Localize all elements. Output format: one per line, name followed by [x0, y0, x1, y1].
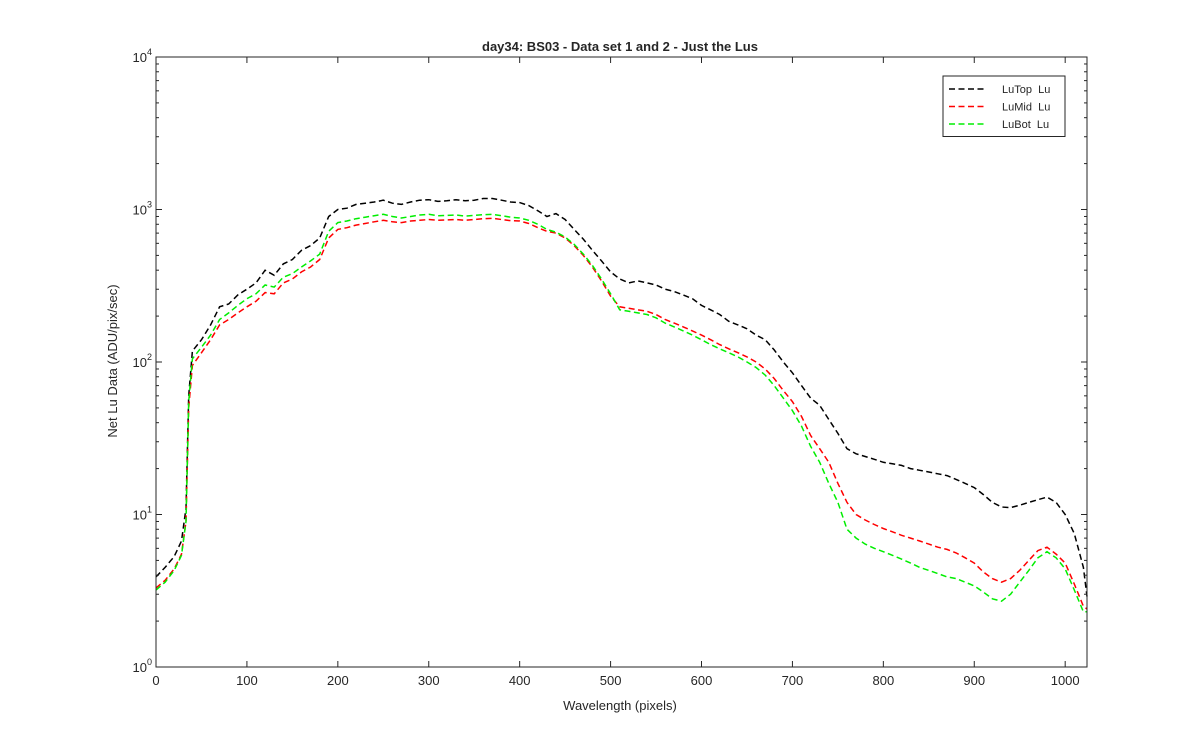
legend: LuTop Lu LuMid Lu LuBot Lu [942, 75, 1066, 137]
series-line-3 [155, 213, 1087, 613]
y-tick-label: 101 [133, 505, 152, 523]
legend-label-2: LuMid Lu [1002, 102, 1050, 114]
x-axis-label: Wavelength (pixels) [563, 698, 677, 713]
series-line-1 [155, 197, 1088, 597]
x-tick-label: 500 [600, 673, 622, 688]
x-tick-label: 0 [152, 673, 159, 688]
legend-label-1: LuTop Lu [1002, 84, 1050, 96]
x-tick-label: 600 [691, 673, 713, 688]
y-tick-label: 103 [133, 200, 152, 218]
x-tick-label: 900 [963, 673, 985, 688]
chart-title: day34: BS03 - Data set 1 and 2 - Just th… [482, 39, 758, 54]
y-tick-label: 100 [133, 657, 152, 675]
x-tick-label: 100 [236, 673, 258, 688]
y-axis-label: Net Lu Data (ADU/pix/sec) [105, 284, 120, 437]
y-tick-label: 102 [133, 352, 152, 370]
plot-lines [155, 197, 1088, 613]
axes: 0 100 200 300 400 500 600 700 800 900 100010010110… [133, 47, 1088, 688]
x-tick-label: 700 [782, 673, 804, 688]
x-tick-label: 1000 [1051, 673, 1080, 688]
x-tick-label: 800 [872, 673, 894, 688]
x-tick-label: 400 [509, 673, 531, 688]
x-tick-label: 300 [418, 673, 440, 688]
legend-label-3: LuBot Lu [1002, 119, 1049, 131]
x-tick-label: 200 [327, 673, 349, 688]
y-tick-label: 104 [133, 47, 152, 65]
